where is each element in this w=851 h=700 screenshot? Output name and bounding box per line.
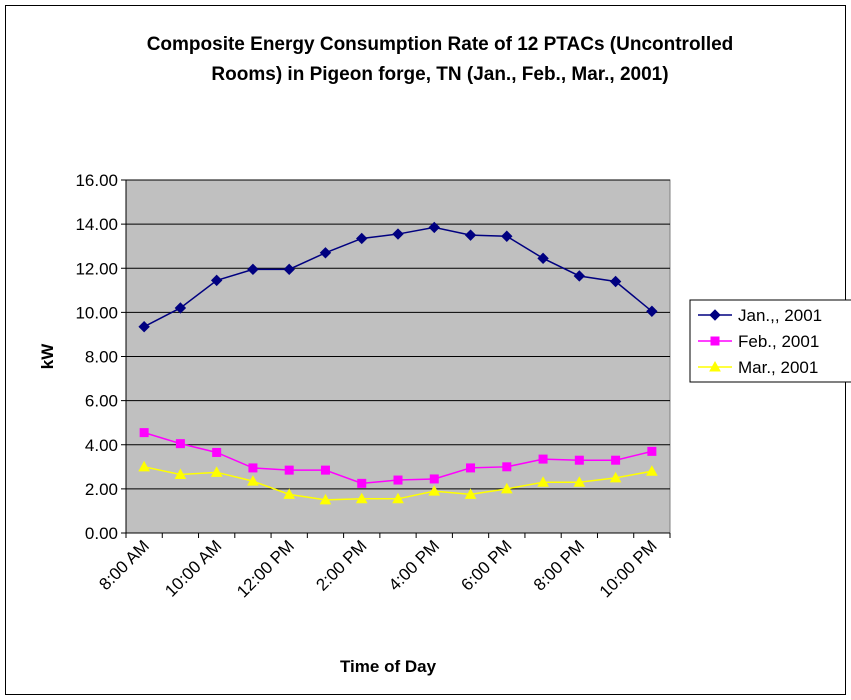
data-point — [647, 446, 657, 456]
data-point — [392, 228, 404, 240]
legend-label: Mar., 2001 — [738, 358, 818, 377]
data-point — [355, 492, 368, 504]
chart-title: Composite Energy Consumption Rate of 12 … — [146, 34, 734, 85]
data-point — [356, 232, 368, 245]
y-tick-label: 12.00 — [75, 259, 118, 278]
data-point — [393, 475, 403, 485]
data-point — [466, 463, 476, 473]
data-point — [283, 263, 295, 276]
data-point — [609, 471, 622, 483]
data-point — [138, 460, 150, 472]
y-tick-label: 6.00 — [85, 392, 118, 411]
data-point — [537, 476, 549, 487]
data-point — [247, 263, 259, 276]
data-point — [464, 229, 477, 241]
data-point — [357, 478, 367, 488]
data-point — [283, 488, 296, 499]
data-point — [501, 230, 513, 242]
data-point — [319, 493, 332, 505]
data-point — [646, 465, 658, 476]
data-point — [537, 252, 549, 265]
data-point — [500, 482, 513, 494]
data-point — [428, 485, 441, 496]
data-point — [284, 465, 294, 475]
data-point — [319, 247, 332, 259]
data-point — [573, 476, 586, 487]
y-tick-label: 14.00 — [75, 215, 118, 234]
data-point — [247, 475, 259, 486]
data-point — [248, 463, 258, 473]
data-point — [574, 455, 584, 465]
data-point — [320, 465, 330, 475]
y-tick-label: 8.00 — [85, 348, 118, 367]
data-point — [174, 302, 187, 314]
data-point — [210, 466, 223, 477]
data-point — [428, 221, 440, 234]
data-point — [538, 454, 548, 464]
data-point — [502, 462, 512, 472]
data-point — [392, 492, 404, 504]
y-tick-label: 4.00 — [85, 436, 118, 455]
y-tick-label: 10.00 — [75, 303, 118, 322]
data-point — [212, 447, 222, 457]
data-point — [573, 270, 586, 282]
data-point — [464, 488, 477, 499]
data-point — [139, 428, 149, 438]
data-point — [138, 321, 150, 333]
legend-marker — [710, 336, 720, 346]
y-tick-label: 0.00 — [85, 524, 118, 543]
x-axis-title: Time of Day — [340, 657, 437, 676]
data-point — [210, 274, 223, 287]
legend-marker — [709, 360, 721, 372]
y-axis-title: kW — [38, 343, 57, 369]
y-tick-label: 16.00 — [75, 171, 118, 190]
legend-label: Feb., 2001 — [738, 332, 819, 351]
legend-label: Jan.,, 2001 — [738, 306, 822, 325]
data-point — [175, 439, 185, 449]
data-point — [646, 305, 658, 317]
data-point — [429, 474, 439, 484]
legend-marker — [709, 309, 721, 321]
data-point — [611, 455, 621, 465]
data-point — [609, 275, 622, 288]
data-point — [174, 468, 187, 480]
y-tick-label: 2.00 — [85, 480, 118, 499]
